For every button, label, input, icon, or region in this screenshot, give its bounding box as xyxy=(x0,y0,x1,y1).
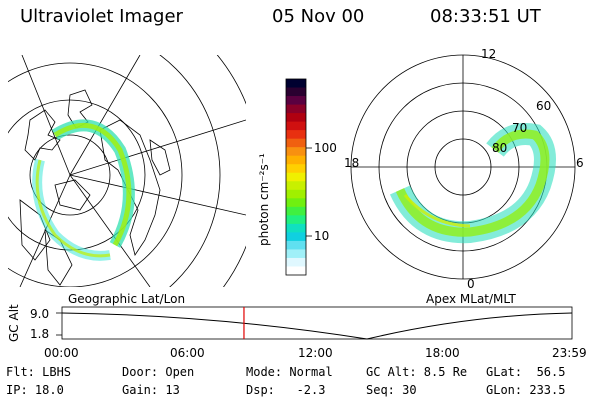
info-gc-alt: GC Alt: 8.5 Re xyxy=(366,365,468,379)
lat-circle xyxy=(8,62,183,287)
colorbar-swatch xyxy=(286,206,306,216)
timeline-xtick-0000: 00:00 xyxy=(44,346,79,360)
mlat-label-70: 70 xyxy=(512,121,528,135)
colorbar-swatch xyxy=(286,130,306,140)
colorbar-swatch xyxy=(286,155,306,165)
info-mode: Mode: Normal xyxy=(246,365,333,379)
mlat-label-60: 60 xyxy=(536,99,552,113)
colorbar-swatch xyxy=(286,87,306,97)
colorbar-swatch xyxy=(286,96,306,106)
info-dsp: Dsp: -2.3 xyxy=(246,383,326,397)
mlt-label-12: 12 xyxy=(481,47,497,61)
colorbar-swatch xyxy=(286,79,306,89)
timeline-ytick-min: 1.8 xyxy=(30,327,50,341)
colorbar-swatch xyxy=(286,181,306,191)
geo-caption: Geographic Lat/Lon xyxy=(68,292,186,306)
timeline-ytick-max: 9.0 xyxy=(30,307,50,321)
colorbar-swatch xyxy=(286,223,306,233)
colorbar-swatch xyxy=(286,198,306,208)
colorbar-swatch xyxy=(286,172,306,182)
info-filter: Flt: LBHS xyxy=(6,365,72,379)
info-gain: Gain: 13 xyxy=(122,383,180,397)
mag-aurora xyxy=(389,123,556,244)
lat-circle xyxy=(159,55,221,287)
info-seq: Seq: 30 xyxy=(366,383,417,397)
time-label: 08:33:51 UT xyxy=(430,6,541,27)
colorbar-swatch xyxy=(286,113,306,123)
colorbar-swatch xyxy=(286,232,306,242)
mlt-label-0: 0 xyxy=(467,277,475,291)
colorbar-tick-10: 10 xyxy=(314,229,330,243)
colorbar-swatch xyxy=(286,147,306,157)
colorbar-swatch xyxy=(286,249,306,259)
colorbar-swatch xyxy=(286,266,306,276)
info-ip: IP: 18.0 xyxy=(6,383,64,397)
timeline-xtick-1800: 18:00 xyxy=(425,346,460,360)
colorbar-swatch xyxy=(286,138,306,148)
mag-caption: Apex MLat/MLT xyxy=(426,292,516,306)
colorbar-swatch xyxy=(286,121,306,131)
timeline-xtick-0600: 06:00 xyxy=(170,346,205,360)
colorbar-swatch xyxy=(286,240,306,250)
lat-circle xyxy=(29,134,111,216)
colorbar-tick-100: 100 xyxy=(314,141,337,155)
instrument-title: Ultraviolet Imager xyxy=(20,6,183,27)
date-label: 05 Nov 00 xyxy=(272,6,365,27)
colorbar-swatch xyxy=(286,257,306,267)
altitude-curve xyxy=(61,312,573,340)
colorbar-swatch xyxy=(286,164,306,174)
mlat-label-80: 80 xyxy=(492,141,508,155)
timeline-axis-label: GC Alt xyxy=(7,304,21,342)
mlt-label-18: 18 xyxy=(344,156,360,170)
colorbar-swatch xyxy=(286,189,306,199)
colorbar-swatch xyxy=(286,104,306,114)
colorbar-swatch xyxy=(286,215,306,225)
info-glat: GLat: 56.5 xyxy=(486,365,566,379)
info-glon: GLon: 233.5 xyxy=(486,383,566,397)
mlt-label-6: 6 xyxy=(576,156,584,170)
timeline-frame xyxy=(61,306,573,340)
info-door: Door: Open xyxy=(122,365,195,379)
geo-aurora xyxy=(32,119,135,261)
timeline-xtick-2359: 23:59 xyxy=(552,346,587,360)
timeline-xtick-1200: 12:00 xyxy=(298,346,333,360)
